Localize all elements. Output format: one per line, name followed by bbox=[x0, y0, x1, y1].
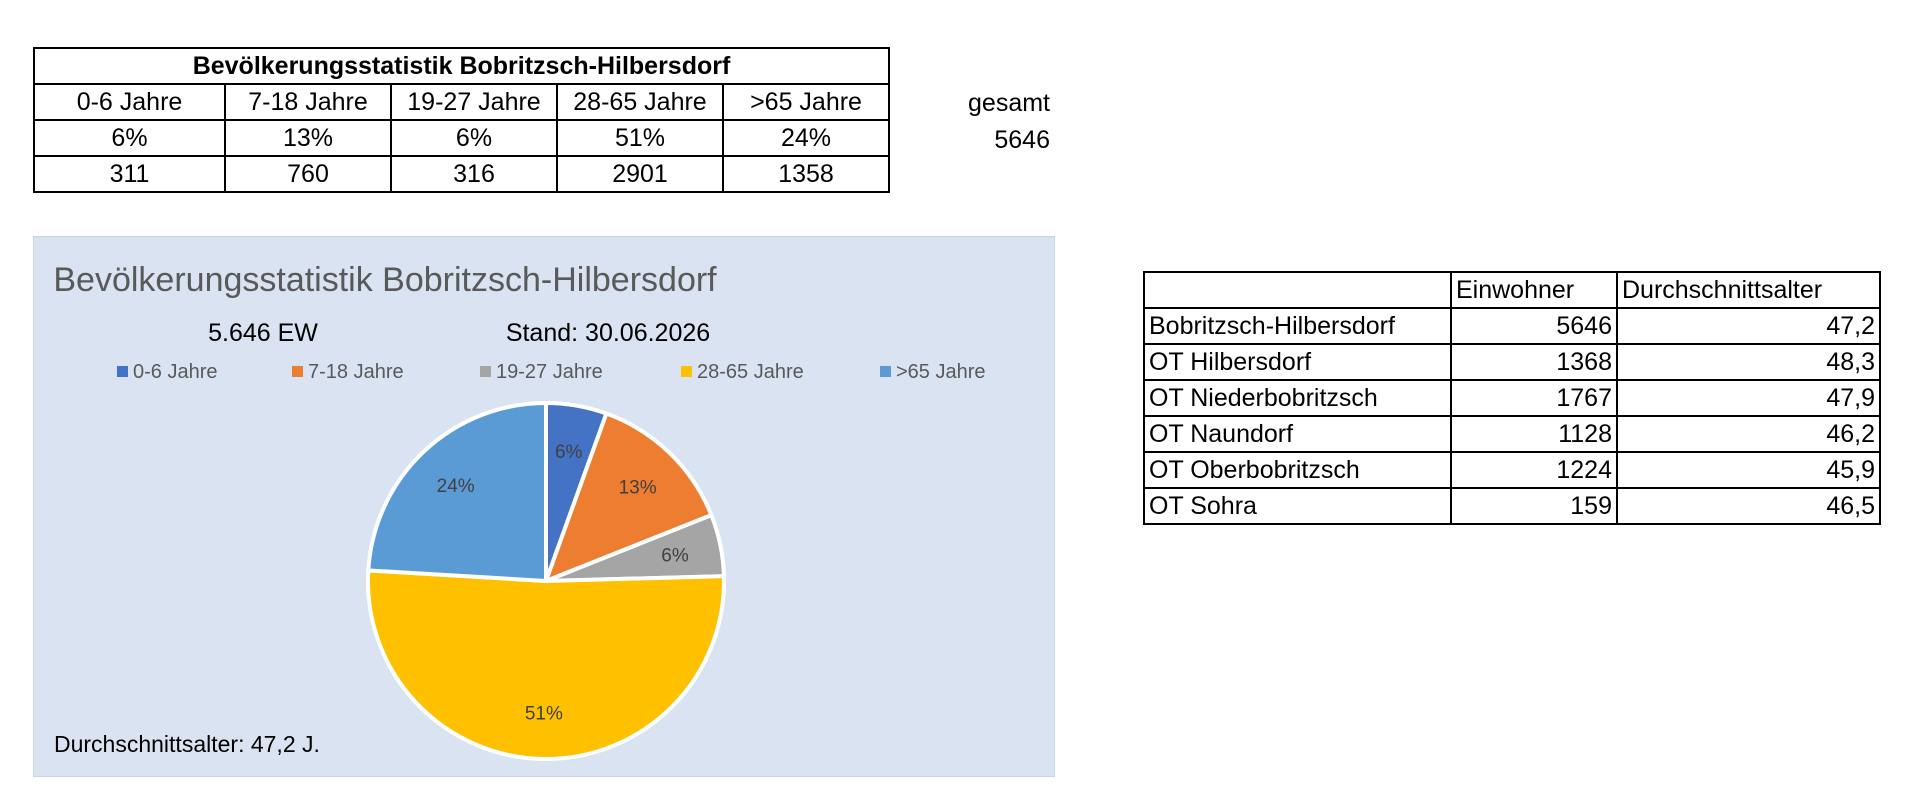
pie-data-label: 51% bbox=[525, 704, 563, 725]
district-einwohner: 1368 bbox=[1450, 343, 1618, 381]
legend-swatch bbox=[880, 366, 891, 377]
age-count-cell: 316 bbox=[390, 155, 558, 193]
district-einwohner: 5646 bbox=[1450, 307, 1618, 345]
legend-label: 28-65 Jahre bbox=[697, 361, 804, 383]
age-count-row: 311 760 316 2901 1358 bbox=[33, 155, 891, 193]
district-name: OT Naundorf bbox=[1143, 415, 1452, 453]
pie-slice bbox=[366, 400, 548, 584]
age-table-title: Bevölkerungsstatistik Bobritzsch-Hilbers… bbox=[32, 47, 891, 85]
legend-label: >65 Jahre bbox=[896, 361, 986, 383]
table-row: OT Naundorf 1128 46,2 bbox=[1143, 415, 1881, 453]
district-alter: 47,9 bbox=[1616, 379, 1881, 417]
age-count-cell: 1358 bbox=[721, 155, 891, 193]
legend-label: 0-6 Jahre bbox=[133, 361, 218, 383]
age-table-header-row: 0-6 Jahre 7-18 Jahre 19-27 Jahre 28-65 J… bbox=[33, 83, 891, 121]
age-percent-cell: 6% bbox=[390, 119, 558, 157]
district-name: OT Niederbobritzsch bbox=[1143, 379, 1452, 417]
district-name: Bobritzsch-Hilbersdorf bbox=[1143, 307, 1452, 345]
table-row: Bobritzsch-Hilbersdorf 5646 47,2 bbox=[1143, 307, 1881, 345]
pie-data-labels: 6% 13% 6% 51% 24% bbox=[437, 442, 689, 724]
age-summary-table: Bevölkerungsstatistik Bobritzsch-Hilbers… bbox=[32, 47, 891, 193]
pie-data-label: 6% bbox=[661, 545, 689, 566]
district-alter: 47,2 bbox=[1616, 307, 1881, 345]
age-count-cell: 311 bbox=[33, 155, 226, 193]
age-header-cell: 7-18 Jahre bbox=[224, 83, 392, 121]
chart-legend: 0-6 Jahre 7-18 Jahre 19-27 Jahre 28-65 Jahr… bbox=[117, 361, 986, 383]
district-alter: 48,3 bbox=[1616, 343, 1881, 381]
chart-footer: Durchschnittsalter: 47,2 J. bbox=[54, 731, 320, 757]
age-percent-cell: 24% bbox=[721, 119, 891, 157]
age-count-cell: 760 bbox=[224, 155, 392, 193]
district-alter: 46,2 bbox=[1616, 415, 1881, 453]
district-header-cell: Durchschnittsalter bbox=[1616, 271, 1881, 309]
district-einwohner: 1128 bbox=[1450, 415, 1618, 453]
chart-title: Bevölkerungsstatistik Bobritzsch-Hilbers… bbox=[53, 261, 717, 299]
legend-swatch bbox=[292, 366, 303, 377]
district-name: OT Sohra bbox=[1143, 487, 1452, 525]
district-header-row: Einwohner Durchschnittsalter bbox=[1143, 271, 1881, 309]
age-percent-cell: 51% bbox=[556, 119, 724, 157]
pie-data-label: 24% bbox=[437, 476, 475, 497]
age-count-cell: 2901 bbox=[556, 155, 724, 193]
legend-swatch bbox=[480, 366, 491, 377]
age-table-title-row: Bevölkerungsstatistik Bobritzsch-Hilbers… bbox=[32, 47, 891, 85]
table-row: OT Sohra 159 46,5 bbox=[1143, 487, 1881, 525]
pie-chart: Bevölkerungsstatistik Bobritzsch-Hilbers… bbox=[53, 261, 986, 761]
pie-slice bbox=[542, 410, 714, 585]
legend-label: 19-27 Jahre bbox=[496, 361, 603, 383]
district-einwohner: 159 bbox=[1450, 487, 1618, 525]
table-row: OT Hilbersdorf 1368 48,3 bbox=[1143, 343, 1881, 381]
total-label: gesamt bbox=[968, 89, 1050, 117]
district-name: OT Hilbersdorf bbox=[1143, 343, 1452, 381]
age-percent-cell: 6% bbox=[33, 119, 226, 157]
chart-subtitle-right: Stand: 30.06.2026 bbox=[506, 319, 710, 347]
pie-data-label: 6% bbox=[555, 442, 583, 463]
district-header-cell: Einwohner bbox=[1450, 271, 1618, 309]
legend-swatch bbox=[117, 366, 128, 377]
legend-label: 7-18 Jahre bbox=[308, 361, 404, 383]
age-percent-cell: 13% bbox=[224, 119, 392, 157]
pie-slices bbox=[366, 400, 726, 761]
district-header-cell bbox=[1143, 271, 1452, 309]
age-percent-row: 6% 13% 6% 51% 24% bbox=[33, 119, 891, 157]
table-row: OT Oberbobritzsch 1224 45,9 bbox=[1143, 451, 1881, 489]
age-header-cell: 19-27 Jahre bbox=[390, 83, 558, 121]
district-name: OT Oberbobritzsch bbox=[1143, 451, 1452, 489]
district-einwohner: 1767 bbox=[1450, 379, 1618, 417]
age-header-cell: >65 Jahre bbox=[721, 83, 891, 121]
district-table: Einwohner Durchschnittsalter Bobritzsch-… bbox=[1143, 271, 1881, 525]
district-alter: 45,9 bbox=[1616, 451, 1881, 489]
age-header-cell: 0-6 Jahre bbox=[33, 83, 226, 121]
total-value: 5646 bbox=[994, 126, 1050, 154]
age-header-cell: 28-65 Jahre bbox=[556, 83, 724, 121]
pie-chart-panel: Bevölkerungsstatistik Bobritzsch-Hilbers… bbox=[33, 236, 1055, 777]
chart-subtitle-left: 5.646 EW bbox=[208, 319, 318, 347]
legend-swatch bbox=[681, 366, 692, 377]
table-row: OT Niederbobritzsch 1767 47,9 bbox=[1143, 379, 1881, 417]
district-alter: 46,5 bbox=[1616, 487, 1881, 525]
pie-slice bbox=[366, 568, 726, 761]
district-einwohner: 1224 bbox=[1450, 451, 1618, 489]
pie-data-label: 13% bbox=[619, 477, 657, 498]
